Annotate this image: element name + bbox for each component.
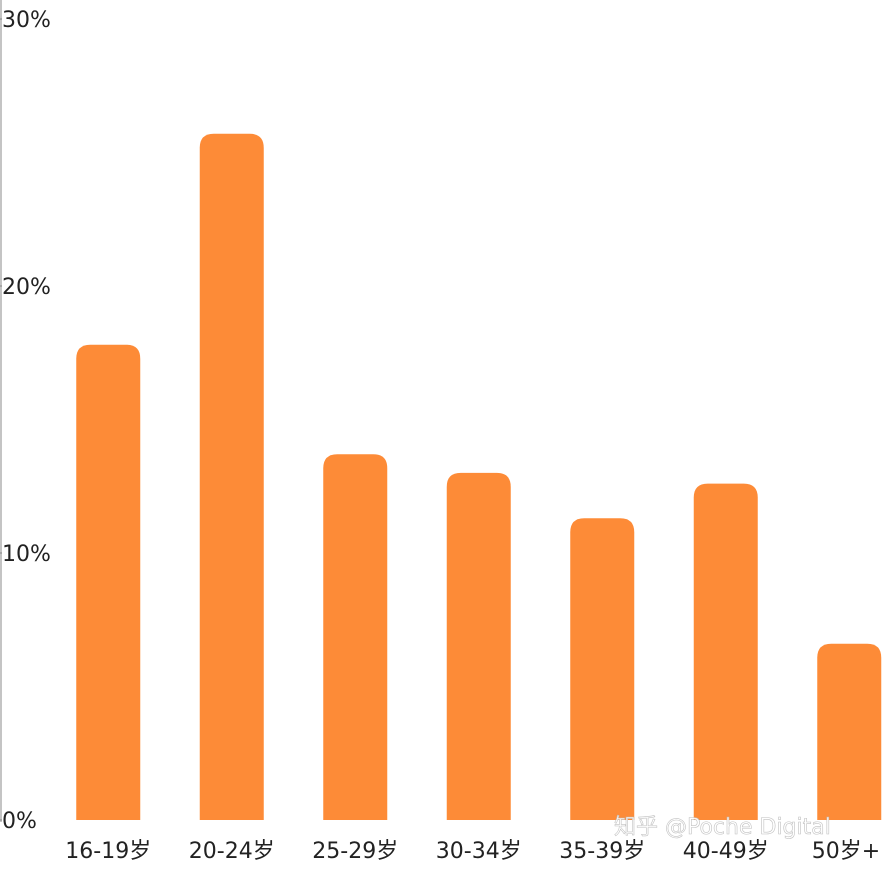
y-tick-label: 20% xyxy=(2,275,51,300)
watermark: 知乎 @Poche Digital xyxy=(614,815,831,840)
x-tick-label: 40-49岁 xyxy=(683,839,769,864)
x-tick-label: 16-19岁 xyxy=(65,839,151,864)
bar xyxy=(817,643,882,820)
y-tick-label: 30% xyxy=(2,8,51,33)
y-tick-label: 0% xyxy=(2,809,37,834)
bar xyxy=(570,518,635,820)
x-tick-label: 20-24岁 xyxy=(189,839,275,864)
bar xyxy=(199,133,264,820)
bar xyxy=(693,483,758,820)
bar xyxy=(446,472,511,820)
x-tick-label: 50岁+ xyxy=(812,839,880,864)
x-tick-label: 35-39岁 xyxy=(559,839,645,864)
bar xyxy=(323,454,388,820)
x-tick-label: 25-29岁 xyxy=(312,839,398,864)
x-tick-label: 30-34岁 xyxy=(436,839,522,864)
bar xyxy=(76,344,141,820)
y-tick-label: 10% xyxy=(2,542,51,567)
